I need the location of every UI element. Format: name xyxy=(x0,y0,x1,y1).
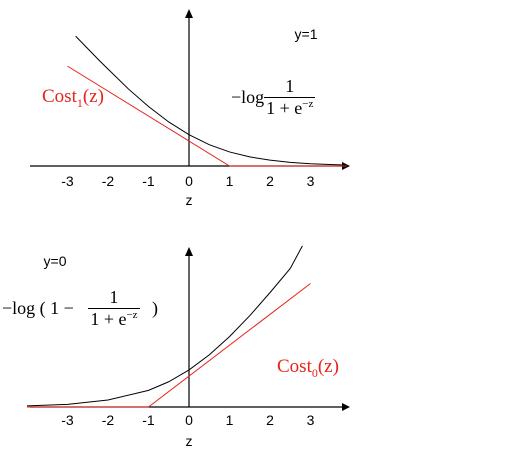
x-axis-label: z xyxy=(186,433,193,449)
cost-subscript: 1 xyxy=(76,95,83,110)
case-label: y=0 xyxy=(44,253,67,269)
cost-text: Cost xyxy=(277,356,312,377)
x-tick-label: -3 xyxy=(61,412,74,428)
x-tick-label: 1 xyxy=(226,173,234,189)
x-tick-label: 3 xyxy=(307,173,315,189)
cost1-hinge-line xyxy=(67,65,347,167)
cost1-label: Cost1(z) xyxy=(42,86,104,111)
x-axis-arrow-icon xyxy=(342,403,350,411)
formula-prefix: −log xyxy=(231,87,265,107)
x-tick-label: 0 xyxy=(185,173,193,189)
formula-exponent: −z xyxy=(126,309,138,321)
formula-fraction: 1 1 + e−z xyxy=(88,287,140,330)
formula-exponent: −z xyxy=(302,98,314,110)
formula-denominator: 1 + e−z xyxy=(264,97,316,119)
case-label: y=1 xyxy=(295,26,318,42)
cost-text: Cost xyxy=(42,86,77,107)
formula-y1: −log 1 1 + e−z xyxy=(231,76,316,119)
formula-close: ) xyxy=(152,298,159,318)
formula-den-base: 1 + e xyxy=(266,98,303,118)
formula-prefix: −log ( 1 − xyxy=(2,298,74,318)
x-tick-label: -1 xyxy=(142,173,155,189)
x-tick-label: 2 xyxy=(266,412,274,428)
cost-plot-y1: -3 -2 -1 0 1 2 3 z y=1 xyxy=(30,9,350,208)
cost-plot-y0: -3 -2 -1 0 1 2 3 z y=0 xyxy=(26,245,350,449)
cost0-label: Cost0(z) xyxy=(277,356,339,381)
cost-subscript: 0 xyxy=(311,365,318,380)
x-tick-label: -2 xyxy=(102,412,115,428)
x-tick-label: 1 xyxy=(226,412,234,428)
x-tick-label: -2 xyxy=(102,173,115,189)
formula-numerator: 1 xyxy=(109,287,119,307)
y-axis-arrow-icon xyxy=(185,247,193,256)
formula-numerator: 1 xyxy=(285,76,295,96)
x-tick-label: 0 xyxy=(185,412,193,428)
x-tick-label: 2 xyxy=(266,173,274,189)
x-tick-label: 3 xyxy=(307,412,315,428)
x-tick-label: -3 xyxy=(61,173,74,189)
cost-arg: (z) xyxy=(317,356,339,377)
formula-fraction: 1 1 + e−z xyxy=(264,76,316,119)
formula-y0: −log ( 1 − 1 1 + e−z ) xyxy=(2,287,158,330)
cost0-hinge-line xyxy=(27,283,311,408)
cost-arg: (z) xyxy=(82,86,104,107)
x-axis-label: z xyxy=(186,192,193,208)
formula-den-base: 1 + e xyxy=(90,309,127,329)
log-loss-curve xyxy=(26,245,303,407)
y-axis-arrow-icon xyxy=(185,9,193,18)
log-loss-curve xyxy=(75,35,347,166)
x-tick-label: -1 xyxy=(142,412,155,428)
formula-denominator: 1 + e−z xyxy=(88,308,140,330)
